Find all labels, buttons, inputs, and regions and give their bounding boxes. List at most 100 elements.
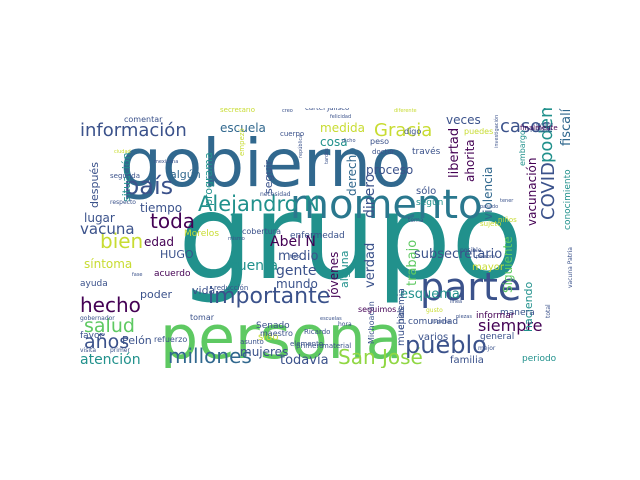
word: posible	[460, 247, 482, 254]
word: fase	[132, 272, 143, 278]
word: manera	[500, 308, 535, 318]
word: tipo	[290, 254, 300, 260]
word: importante	[208, 284, 330, 309]
word: fiscalía	[559, 108, 574, 146]
word: cobertura	[242, 227, 281, 236]
word: piezas	[456, 314, 472, 320]
word: pasado	[480, 204, 498, 210]
word: cártel Jalisco	[305, 108, 349, 112]
word: ciudad	[114, 149, 131, 155]
word: información	[80, 120, 187, 141]
word: seguimos	[358, 305, 396, 314]
word: cuerpo	[280, 130, 304, 138]
word: mayor	[472, 262, 505, 273]
word: parte	[420, 265, 521, 309]
word: respecto	[110, 199, 136, 206]
word: segunda	[110, 172, 140, 180]
word: nadie	[530, 125, 552, 134]
word: república	[297, 135, 304, 158]
word: siempre	[478, 316, 542, 335]
word: millones	[168, 344, 252, 368]
word: dicho	[342, 138, 356, 144]
word: años	[84, 331, 129, 353]
word: reducción	[214, 284, 248, 292]
word: alguna	[338, 251, 351, 288]
word: primer	[110, 347, 130, 354]
word: muchas	[396, 307, 407, 346]
word: algún	[170, 168, 201, 181]
word: Siguiente	[501, 236, 515, 293]
word: vacuna	[80, 220, 135, 238]
word: elemento	[290, 340, 323, 348]
word: refuerzo	[154, 335, 187, 344]
word: cosa	[320, 135, 348, 149]
word: acuerdo	[154, 269, 191, 279]
word: lugar	[84, 211, 115, 225]
word: San José	[338, 345, 423, 368]
word: tener	[500, 198, 514, 204]
word: Senado	[256, 321, 290, 331]
word: situación	[120, 152, 133, 202]
word: mismo	[228, 236, 245, 242]
word: escuela	[220, 121, 266, 135]
word: primero	[296, 342, 323, 350]
word: Alejandro N	[198, 192, 320, 216]
word: comentar	[124, 115, 163, 124]
word: dinero	[362, 174, 378, 218]
word: gobierno	[120, 125, 411, 202]
word: subsecretario	[414, 247, 502, 262]
word: digo	[404, 127, 421, 136]
word: gente	[276, 263, 316, 279]
word: haciendo	[522, 281, 535, 332]
word: creo	[282, 108, 293, 114]
word: epidemia	[397, 288, 407, 330]
word-cloud: grupo gobierno persona momento parte Alejandr…	[80, 108, 578, 368]
word: general	[480, 332, 514, 342]
word: mujeres	[240, 345, 288, 359]
word: maestro	[260, 329, 293, 338]
word: atención	[80, 352, 141, 368]
word: Abel N	[270, 234, 316, 250]
word: palabra	[476, 254, 495, 260]
word: puedes	[464, 127, 493, 136]
word: pueblo	[405, 331, 487, 359]
word: Michoacán	[367, 301, 376, 344]
word: podemos	[536, 108, 557, 163]
word: través	[412, 146, 441, 157]
word: Gracia	[374, 120, 432, 141]
word: familia	[450, 355, 484, 366]
word: conocimiento	[563, 169, 573, 230]
word: ayuda	[80, 279, 108, 289]
word: COVID	[538, 162, 559, 220]
word: medio	[278, 249, 319, 264]
word: escuelas	[320, 316, 342, 322]
word: violencia	[481, 167, 495, 220]
word: mejor	[478, 345, 496, 352]
word: tomar	[190, 313, 215, 322]
word: visita	[80, 347, 96, 354]
word: verdad	[363, 243, 378, 288]
word: todavía	[280, 353, 329, 368]
word: vida	[192, 284, 215, 297]
word: proceso	[366, 163, 413, 177]
word: hecho	[80, 293, 141, 317]
word: síntoma	[84, 257, 132, 271]
word: jóvenes	[327, 252, 341, 299]
word: diferente	[394, 108, 417, 114]
word: sujeto	[480, 220, 501, 228]
word: tema	[408, 217, 424, 224]
word: ahorita	[463, 139, 477, 182]
word: grupo	[178, 168, 523, 306]
word: toda	[150, 209, 195, 233]
word: lugares	[432, 319, 451, 325]
word: niños	[498, 216, 517, 224]
word: felicidad	[330, 114, 351, 120]
word: sólo	[416, 185, 436, 197]
word: gusto	[426, 307, 443, 314]
word: periodo	[522, 354, 557, 364]
word: libertad	[447, 128, 462, 178]
word: empezó	[238, 128, 246, 156]
word: Pelón	[122, 334, 152, 347]
word: trabajo	[405, 240, 420, 286]
word: necesidad	[260, 191, 291, 198]
